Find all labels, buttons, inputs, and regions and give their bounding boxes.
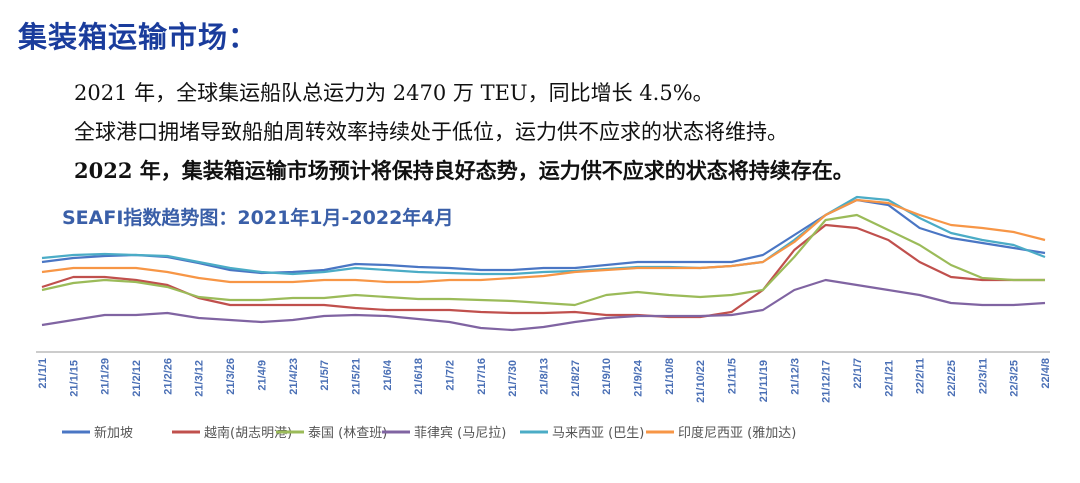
x-tick-label: 22/4/8 (1040, 358, 1052, 389)
page-title: 集装箱运输市场： (18, 20, 259, 54)
x-tick-label: 21/5/21 (350, 358, 362, 395)
x-tick-label: 21/7/30 (507, 360, 519, 397)
x-tick-label: 21/9/10 (601, 358, 613, 395)
x-tick-label: 22/1/7 (852, 358, 864, 389)
x-tick-label: 21/2/12 (131, 360, 143, 397)
legend-label: 新加坡 (94, 425, 133, 441)
x-tick-label: 21/3/26 (225, 358, 237, 395)
legend-label: 菲律宾 (马尼拉) (414, 425, 506, 441)
x-tick-label: 21/9/24 (633, 359, 645, 397)
x-tick-label: 21/6/18 (413, 358, 425, 395)
x-tick-label: 21/11/19 (758, 360, 770, 402)
x-tick-label: 21/2/26 (162, 358, 174, 395)
x-tick-label: 21/12/17 (821, 360, 833, 403)
legend-label: 泰国 (林查班) (308, 426, 387, 441)
x-tick-label: 22/1/21 (883, 360, 895, 397)
paragraph-2: 全球港口拥堵导致船舶周转效率持续处于低位，运力供不应求的状态将维持。 (74, 120, 788, 144)
x-tick-label: 21/7/16 (476, 358, 488, 395)
legend-label: 越南(胡志明港) (204, 425, 292, 441)
legend-label: 印度尼西亚 (雅加达) (678, 425, 796, 441)
x-tick-label: 22/3/25 (1009, 360, 1021, 397)
x-tick-label: 22/3/11 (977, 358, 989, 394)
x-tick-label: 22/2/25 (946, 360, 958, 397)
paragraph-3: 2022 年，集装箱运输市场预计将保持良好态势，运力供不应求的状态将持续存在。 (74, 158, 854, 183)
x-tick-label: 21/4/23 (288, 358, 300, 395)
chart-title: SEAFI指数趋势图：2021年1月-2022年4月 (62, 207, 454, 229)
paragraph-1: 2021 年，全球集运船队总运力为 2470 万 TEU，同比增长 4.5%。 (74, 81, 714, 105)
x-tick-label: 21/7/2 (444, 360, 456, 391)
x-tick-label: 21/8/27 (570, 360, 582, 397)
x-tick-label: 21/3/12 (194, 360, 206, 397)
series-line-0 (41, 198, 1046, 275)
x-tick-label: 21/1/29 (100, 358, 112, 395)
x-tick-label: 21/1/15 (68, 360, 80, 397)
x-tick-label: 21/12/3 (789, 358, 801, 395)
x-tick-label: 21/4/9 (256, 360, 268, 391)
series-line-3 (41, 278, 1046, 332)
x-tick-label: 21/6/4 (382, 359, 394, 390)
x-tick-label: 21/5/7 (319, 360, 331, 391)
legend-label: 马来西亚 (巴生) (552, 426, 644, 441)
x-tick-label: 21/11/5 (727, 358, 739, 394)
x-tick-label: 22/2/11 (915, 358, 927, 394)
x-tick-label: 21/8/13 (539, 358, 551, 395)
x-tick-label: 21/1/1 (37, 358, 49, 389)
x-tick-label: 21/10/22 (695, 360, 707, 403)
x-tick-label: 21/10/8 (664, 358, 676, 395)
series-line-5 (41, 198, 1046, 284)
